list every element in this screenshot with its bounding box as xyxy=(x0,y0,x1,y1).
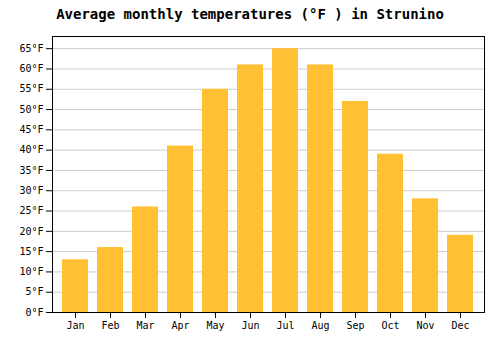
svg-text:May: May xyxy=(206,320,224,331)
svg-text:5°F: 5°F xyxy=(25,286,43,297)
svg-text:20°F: 20°F xyxy=(19,226,43,237)
svg-text:Oct: Oct xyxy=(381,320,399,331)
svg-text:0°F: 0°F xyxy=(25,307,43,318)
svg-text:45°F: 45°F xyxy=(19,124,43,135)
svg-text:65°F: 65°F xyxy=(19,43,43,54)
svg-text:60°F: 60°F xyxy=(19,63,43,74)
svg-text:Sep: Sep xyxy=(346,320,364,331)
svg-text:15°F: 15°F xyxy=(19,246,43,257)
svg-text:40°F: 40°F xyxy=(19,144,43,155)
svg-text:Jan: Jan xyxy=(66,320,84,331)
svg-text:Feb: Feb xyxy=(101,320,119,331)
svg-text:Apr: Apr xyxy=(171,320,189,331)
svg-text:Mar: Mar xyxy=(136,320,154,331)
svg-text:10°F: 10°F xyxy=(19,266,43,277)
html-text:Average monthly temperatures (: Average monthly temperatures (°F ) in St… xyxy=(56,6,444,22)
svg-text:30°F: 30°F xyxy=(19,185,43,196)
svg-text:Jul: Jul xyxy=(276,320,294,331)
svg-text:Nov: Nov xyxy=(416,320,434,331)
svg-text:25°F: 25°F xyxy=(19,205,43,216)
svg-text:Aug: Aug xyxy=(311,320,329,331)
svg-text:Jun: Jun xyxy=(241,320,259,331)
svg-text:55°F: 55°F xyxy=(19,83,43,94)
svg-text:50°F: 50°F xyxy=(19,104,43,115)
svg-text:35°F: 35°F xyxy=(19,165,43,176)
svg-text:Dec: Dec xyxy=(451,320,469,331)
